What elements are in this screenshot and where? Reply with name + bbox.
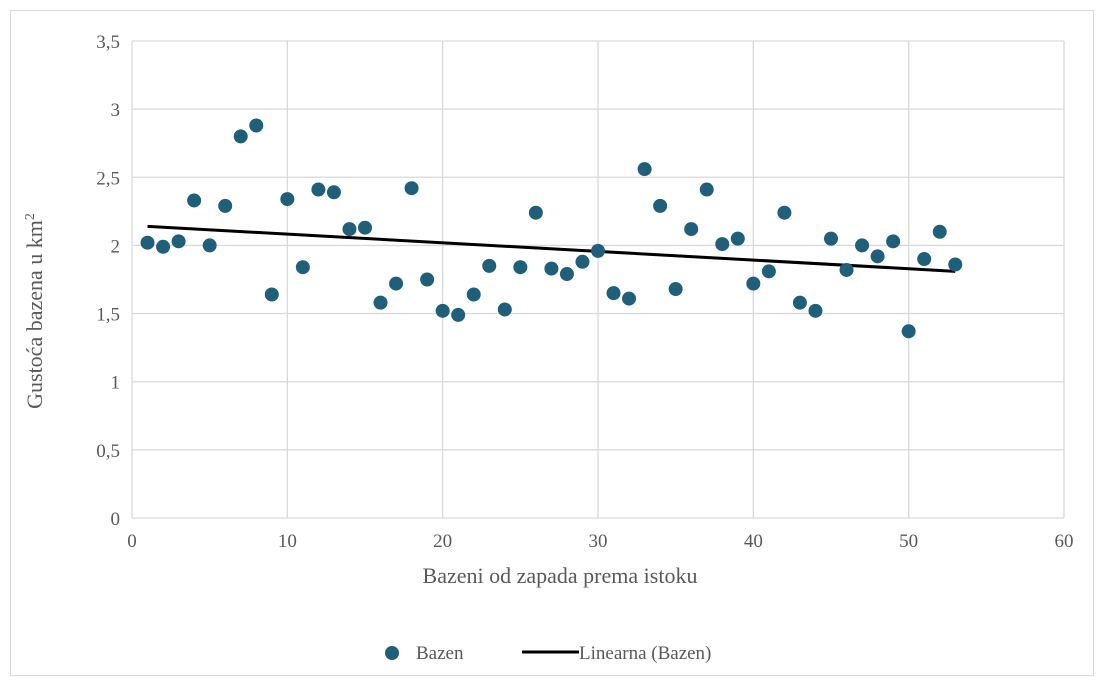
data-point xyxy=(280,192,295,207)
x-axis-title: Bazeni od zapada prema istoku xyxy=(423,563,698,588)
x-tick-label: 30 xyxy=(589,531,608,552)
x-tick-label: 10 xyxy=(278,531,297,552)
x-tick-label: 60 xyxy=(1055,531,1074,552)
data-point xyxy=(358,220,372,235)
data-point xyxy=(855,238,870,253)
data-point xyxy=(482,258,497,273)
data-point xyxy=(761,264,776,279)
data-point xyxy=(559,267,574,282)
data-point xyxy=(839,262,854,277)
y-tick-labels: 0 0,5 1 1,5 2 2,5 3 3,5 xyxy=(96,32,120,530)
chart-frame: 0 0,5 1 1,5 2 2,5 3 3,5 0 10 20 30 40 50 60 Bazeni od… xyxy=(10,10,1094,676)
data-point xyxy=(326,185,341,200)
data-point xyxy=(420,272,435,287)
data-point xyxy=(373,295,388,310)
data-point xyxy=(451,307,466,322)
data-point xyxy=(653,198,668,213)
data-point xyxy=(140,235,155,250)
x-tick-label: 40 xyxy=(744,531,763,552)
data-point xyxy=(497,302,512,317)
data-point xyxy=(777,205,792,220)
y-tick-label: 0 xyxy=(111,509,121,530)
y-tick-label: 2,5 xyxy=(96,168,120,189)
y-tick-label: 1,5 xyxy=(96,305,120,326)
y-tick-label: 1 xyxy=(111,373,121,394)
data-point xyxy=(699,182,714,197)
x-tick-label: 50 xyxy=(899,531,918,552)
data-point xyxy=(156,239,171,254)
data-points xyxy=(140,118,963,339)
trendline-group xyxy=(147,224,956,273)
data-point xyxy=(932,224,947,239)
data-point xyxy=(917,252,932,267)
data-point xyxy=(171,234,186,249)
data-point xyxy=(311,182,326,197)
trendline xyxy=(147,224,956,273)
gridlines xyxy=(131,40,1065,519)
legend-marker-bazen xyxy=(385,646,399,660)
data-point xyxy=(792,295,807,310)
data-point xyxy=(730,231,745,246)
x-tick-label: 20 xyxy=(433,531,452,552)
legend-label-trendline: Linearna (Bazen) xyxy=(579,643,711,664)
data-point xyxy=(746,276,761,291)
data-point xyxy=(870,249,885,264)
data-point xyxy=(901,324,916,339)
y-axis-title: Gustoća bazena u km2 xyxy=(22,213,47,409)
data-point xyxy=(715,237,730,252)
data-point xyxy=(187,193,202,208)
data-point xyxy=(575,254,590,269)
y-tick-label: 0,5 xyxy=(96,441,120,462)
data-point xyxy=(606,286,621,301)
data-point xyxy=(249,118,264,133)
data-point xyxy=(233,129,248,144)
data-point xyxy=(668,282,683,297)
data-point xyxy=(622,291,637,306)
data-point xyxy=(886,234,901,249)
y-axis-title-main: Gustoća bazena u km xyxy=(22,220,47,409)
data-point xyxy=(808,303,823,318)
data-point xyxy=(295,260,310,275)
data-point xyxy=(218,198,233,213)
data-point xyxy=(948,257,963,272)
data-point xyxy=(684,222,699,237)
y-axis-title-superscript: 2 xyxy=(23,213,38,220)
data-point xyxy=(637,162,652,177)
data-point xyxy=(264,287,279,302)
legend: Bazen Linearna (Bazen) xyxy=(385,643,711,664)
data-point xyxy=(342,222,357,237)
data-point xyxy=(591,243,605,258)
y-tick-label: 3,5 xyxy=(96,32,120,53)
y-tick-label: 2 xyxy=(111,236,121,257)
data-point xyxy=(528,205,543,220)
data-point xyxy=(544,261,559,276)
data-point xyxy=(202,238,217,253)
scatter-chart: 0 0,5 1 1,5 2 2,5 3 3,5 0 10 20 30 40 50 60 Bazeni od… xyxy=(22,32,1074,664)
legend-label-bazen: Bazen xyxy=(416,643,464,664)
data-point xyxy=(513,260,528,275)
data-point xyxy=(435,303,450,318)
data-point xyxy=(466,287,481,302)
data-point xyxy=(389,276,404,291)
data-point xyxy=(824,231,838,246)
data-point xyxy=(404,181,419,196)
x-tick-labels: 0 10 20 30 40 50 60 xyxy=(127,531,1073,552)
y-tick-label: 3 xyxy=(111,100,121,121)
x-tick-label: 0 xyxy=(127,531,137,552)
